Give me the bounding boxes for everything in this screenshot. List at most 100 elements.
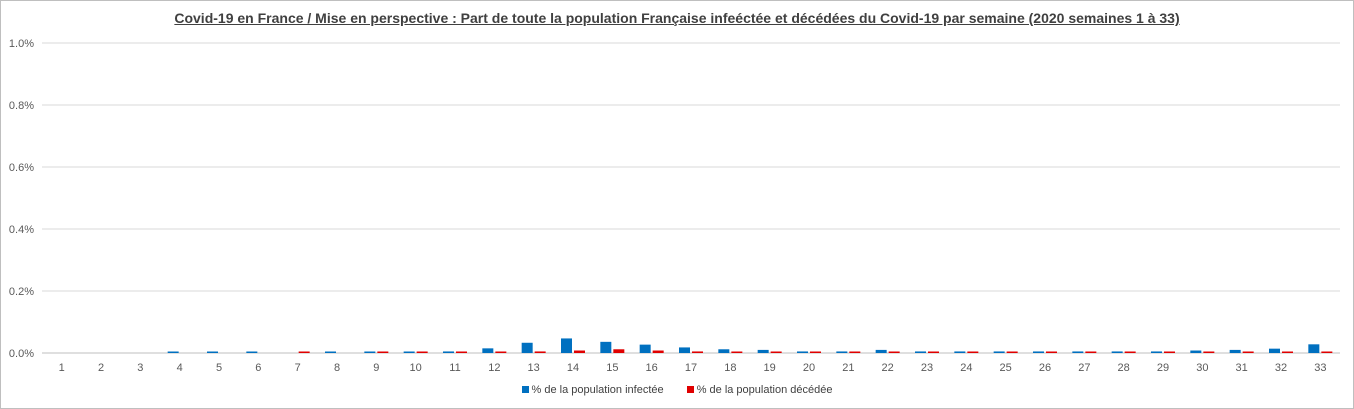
chart-legend: % de la population infectée % de la popu… bbox=[0, 384, 1354, 396]
legend-label-deceased: % de la population décédée bbox=[696, 384, 833, 396]
bar-infected bbox=[1308, 344, 1320, 353]
bar-infected bbox=[1033, 351, 1044, 353]
x-tick-label: 28 bbox=[1118, 362, 1130, 374]
legend-item-infected: % de la population infectée bbox=[521, 384, 664, 396]
bar-infected bbox=[718, 349, 730, 353]
bar-deceased bbox=[1203, 351, 1215, 353]
x-tick-label: 3 bbox=[137, 362, 143, 374]
x-tick-label: 2 bbox=[98, 362, 104, 374]
x-tick-label: 9 bbox=[373, 362, 379, 374]
y-tick-label: 0.8% bbox=[9, 100, 34, 112]
bar-deceased bbox=[731, 351, 743, 353]
bar-deceased bbox=[1006, 351, 1018, 353]
bar-infected bbox=[954, 351, 966, 353]
legend-label-infected: % de la population infectée bbox=[531, 384, 664, 396]
bar-infected bbox=[1111, 351, 1123, 353]
x-tick-label: 14 bbox=[567, 362, 579, 374]
y-tick-label: 0.6% bbox=[9, 162, 34, 174]
bar-deceased bbox=[1282, 351, 1293, 353]
x-tick-label: 19 bbox=[764, 362, 776, 374]
bar-infected bbox=[993, 351, 1005, 353]
legend-item-deceased: % de la population décédée bbox=[686, 384, 833, 396]
bar-deceased bbox=[416, 351, 428, 353]
x-tick-label: 7 bbox=[295, 362, 301, 374]
bar-infected bbox=[1072, 351, 1084, 353]
x-tick-label: 20 bbox=[803, 362, 815, 374]
bar-deceased bbox=[928, 351, 939, 353]
x-tick-label: 25 bbox=[1000, 362, 1012, 374]
bar-deceased bbox=[613, 349, 625, 353]
x-tick-label: 27 bbox=[1078, 362, 1090, 374]
bar-infected bbox=[403, 351, 415, 353]
legend-swatch-infected bbox=[521, 386, 529, 393]
x-tick-label: 23 bbox=[921, 362, 933, 374]
x-tick-label: 15 bbox=[606, 362, 618, 374]
bar-deceased bbox=[1164, 351, 1175, 353]
bar-infected bbox=[679, 347, 690, 353]
x-tick-label: 32 bbox=[1275, 362, 1287, 374]
bar-deceased bbox=[1085, 351, 1097, 353]
bar-infected bbox=[1151, 351, 1162, 353]
y-tick-label: 1.0% bbox=[9, 38, 34, 50]
bar-infected bbox=[757, 349, 769, 353]
bar-infected bbox=[915, 351, 926, 353]
x-tick-label: 30 bbox=[1196, 362, 1208, 374]
bar-infected bbox=[364, 351, 376, 353]
bar-infected bbox=[1229, 349, 1241, 353]
x-tick-label: 18 bbox=[724, 362, 736, 374]
bar-deceased bbox=[1242, 351, 1254, 353]
x-tick-label: 21 bbox=[842, 362, 854, 374]
bar-infected bbox=[600, 341, 612, 353]
chart-title: Covid-19 en France / Mise en perspective… bbox=[174, 10, 1180, 26]
bar-deceased bbox=[888, 351, 900, 353]
bar-infected bbox=[797, 351, 808, 353]
bar-deceased bbox=[652, 350, 664, 353]
x-tick-label: 22 bbox=[882, 362, 894, 374]
bar-deceased bbox=[770, 351, 782, 353]
bar-deceased bbox=[692, 351, 703, 353]
x-tick-label: 4 bbox=[177, 362, 183, 374]
x-tick-label: 29 bbox=[1157, 362, 1169, 374]
legend-swatch-deceased bbox=[686, 386, 694, 393]
bar-deceased bbox=[534, 351, 546, 353]
bar-deceased bbox=[377, 351, 389, 353]
x-tick-label: 26 bbox=[1039, 362, 1051, 374]
x-tick-label: 6 bbox=[255, 362, 261, 374]
bar-deceased bbox=[298, 351, 310, 353]
x-tick-label: 10 bbox=[410, 362, 422, 374]
x-tick-label: 17 bbox=[685, 362, 697, 374]
x-tick-label: 33 bbox=[1314, 362, 1326, 374]
bar-deceased bbox=[967, 351, 979, 353]
bar-deceased bbox=[810, 351, 821, 353]
bar-deceased bbox=[456, 351, 467, 353]
bar-infected bbox=[1190, 350, 1202, 353]
x-tick-label: 13 bbox=[528, 362, 540, 374]
bar-infected bbox=[443, 351, 454, 353]
bar-infected bbox=[875, 349, 887, 353]
bar-deceased bbox=[495, 351, 507, 353]
x-tick-label: 5 bbox=[216, 362, 222, 374]
x-tick-label: 16 bbox=[646, 362, 658, 374]
x-tick-label: 12 bbox=[488, 362, 500, 374]
bar-infected bbox=[521, 342, 533, 353]
bar-infected bbox=[246, 351, 258, 353]
bar-infected bbox=[207, 351, 218, 353]
x-tick-label: 1 bbox=[59, 362, 65, 374]
bar-infected bbox=[836, 351, 848, 353]
x-tick-label: 31 bbox=[1236, 362, 1248, 374]
x-tick-label: 24 bbox=[960, 362, 972, 374]
bar-infected bbox=[639, 344, 651, 353]
y-tick-label: 0.2% bbox=[9, 286, 34, 298]
bar-infected bbox=[561, 338, 572, 353]
x-tick-label: 8 bbox=[334, 362, 340, 374]
bar-deceased bbox=[849, 351, 861, 353]
bar-infected bbox=[167, 351, 179, 353]
bar-infected bbox=[1269, 348, 1280, 353]
y-tick-label: 0.4% bbox=[9, 224, 34, 236]
y-tick-label: 0.0% bbox=[9, 348, 34, 360]
bar-deceased bbox=[1321, 351, 1333, 353]
bar-deceased bbox=[574, 350, 585, 353]
x-tick-label: 11 bbox=[449, 362, 460, 374]
